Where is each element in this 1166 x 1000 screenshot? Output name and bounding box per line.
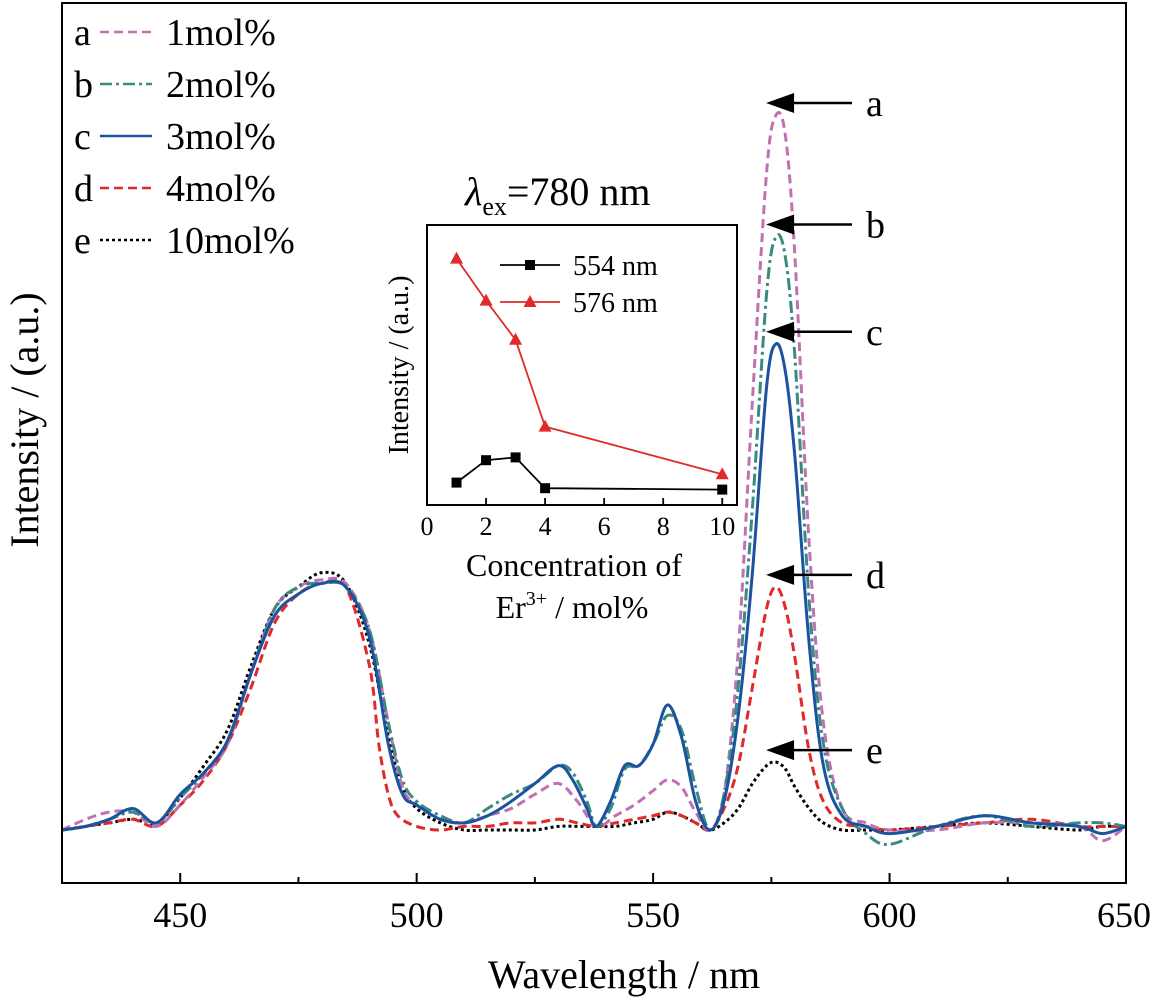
inset-x-tick-label: 4 [539,512,552,541]
x-tick-label: 650 [1097,895,1151,935]
excitation-annotation: λex=780 nm [464,169,651,221]
main-x-ticks: 450 500 550 600 650 [61,873,1151,935]
inset-series-group [450,251,729,495]
series-line-b [61,233,1127,846]
inset-xlabel-superscript: 3+ [526,588,547,610]
legend-label-a: 1mol% [166,12,276,54]
legend-key-d: d [74,168,93,210]
inset-legend-marker-triangle [523,295,537,307]
peak-arrow-head [766,321,795,342]
inset-point-square [717,484,728,495]
main-x-axis-label: Wavelength / nm [488,952,760,997]
series-line-d [61,577,1126,832]
inset-point-triangle [509,332,523,345]
peak-arrow-head [766,93,795,113]
legend-label-b: 2mol% [166,64,276,106]
legend-key-e: e [74,220,91,262]
main-series-group [61,110,1127,846]
legend-key-b: b [74,64,93,106]
inset-plot-frame [426,224,738,506]
legend-label-c: 3mol% [166,116,276,158]
inset-x-tick-label: 2 [480,512,493,541]
x-tick-label: 600 [863,895,917,935]
inset-x-axis-label-line1: Concentration of [466,547,682,583]
inset-point-triangle [538,419,552,432]
lambda-subscript: ex [482,192,507,221]
inset-point-triangle [450,251,464,264]
peak-label-e: e [866,730,883,772]
series-line-c [61,342,1127,836]
main-y-axis-label: Intensity / (a.u.) [2,292,47,548]
legend-key-c: c [74,116,91,158]
legend-label-d: 4mol% [166,168,276,210]
x-tick-label: 500 [390,895,444,935]
inset-point-square [540,483,551,494]
inset-legend-label: 554 nm [573,251,658,282]
inset-xlabel-er: Er [496,589,527,625]
annotation-text: =780 nm [507,169,651,214]
lambda-symbol: λ [464,169,482,214]
inset-legend-label: 576 nm [573,288,658,319]
peak-label-d: d [866,555,885,597]
legend-label-e: 10mol% [166,220,295,262]
peak-label-c: c [866,312,883,354]
peak-label-a: a [866,83,883,125]
series-line-a [61,110,1127,843]
main-legend: a 1mol% b 2mol% c 3mol% d 4mol% e 10mol% [74,12,295,262]
inset-x-tick-label: 0 [421,512,434,541]
inset-point-square [481,455,492,466]
x-tick-label: 550 [626,895,680,935]
main-plot-frame [61,2,1127,884]
inset-point-triangle [715,467,729,480]
x-tick-label: 450 [153,895,207,935]
peak-labels: a b c d e [766,83,885,772]
inset-x-tick-label: 10 [709,512,735,541]
inset-point-triangle [479,293,493,306]
inset-xlabel-unit: / mol% [547,589,648,625]
inset-x-ticks: 0 2 4 6 8 10 [421,498,735,541]
inset-x-axis-label-line2: Er3+ / mol% [496,588,649,625]
peak-label-b: b [866,205,885,247]
inset-x-tick-label: 6 [598,512,611,541]
inset-x-tick-label: 8 [657,512,670,541]
peak-arrow-head [766,214,795,235]
inset-legend: 554 nm 576 nm [500,251,658,319]
inset-y-axis-label: Intensity / (a.u.) [384,276,415,455]
peak-arrow-head [766,564,795,585]
legend-key-a: a [74,12,91,54]
inset-point-square [451,477,462,488]
inset-legend-marker-square [525,260,535,270]
peak-arrow-head [766,740,795,761]
inset-point-square [510,452,521,463]
